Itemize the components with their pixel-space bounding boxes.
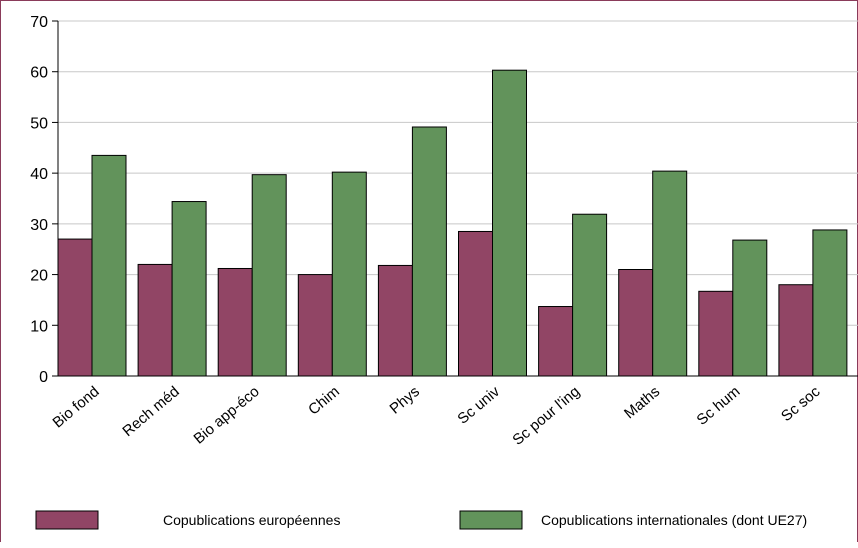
y-tick-label: 40 bbox=[30, 166, 48, 183]
x-category-label: Phys bbox=[386, 383, 422, 417]
bar-international bbox=[91, 154, 127, 377]
bar-european bbox=[377, 264, 413, 377]
bar-international bbox=[171, 201, 207, 377]
x-category-label: Sc pour l'ing bbox=[509, 383, 583, 449]
x-category-label: Rech méd bbox=[119, 383, 182, 440]
x-category-label: Bio app-éco bbox=[191, 383, 263, 447]
bar-european bbox=[217, 267, 253, 377]
bar-european bbox=[458, 230, 493, 377]
y-axis-ticks: 0 10 20 30 40 50 60 70 bbox=[30, 14, 58, 386]
bar-international bbox=[812, 229, 848, 377]
legend-label-international: Copublications internationales (dont UE2… bbox=[541, 512, 807, 528]
x-category-label: Sc soc bbox=[778, 383, 824, 425]
bar-european bbox=[698, 290, 734, 377]
y-tick-label: 70 bbox=[30, 14, 48, 31]
x-category-label: Bio fond bbox=[49, 383, 102, 431]
y-tick-label: 60 bbox=[30, 65, 48, 82]
y-tick-label: 50 bbox=[30, 115, 48, 132]
bar-international bbox=[331, 171, 367, 377]
x-category-label: Chim bbox=[305, 383, 343, 419]
legend-swatch-international bbox=[459, 510, 523, 530]
legend-label-european: Copublications européennes bbox=[163, 512, 340, 528]
legend: Copublications européennes Copublication… bbox=[35, 510, 807, 530]
bar-international bbox=[652, 170, 688, 377]
y-tick-label: 30 bbox=[30, 217, 48, 234]
bar-international bbox=[492, 69, 527, 377]
y-tick-label: 0 bbox=[39, 369, 48, 386]
bar-european bbox=[538, 306, 574, 377]
legend-swatch-european bbox=[35, 510, 99, 530]
x-category-label: Sc hum bbox=[693, 383, 743, 429]
x-axis-labels: Bio fond Rech méd Bio app-éco Chim Phys Sc un… bbox=[49, 383, 823, 449]
y-tick-label: 20 bbox=[30, 268, 48, 285]
bar-international bbox=[572, 213, 608, 377]
bar-european bbox=[137, 263, 173, 377]
bar-international bbox=[411, 126, 447, 377]
bar-european bbox=[297, 274, 333, 377]
bar-european bbox=[778, 284, 814, 377]
y-tick-label: 10 bbox=[30, 318, 48, 335]
bars bbox=[57, 69, 848, 377]
bar-european bbox=[618, 269, 654, 377]
bar-european bbox=[57, 238, 93, 377]
x-category-label: Maths bbox=[621, 383, 663, 422]
bar-international bbox=[732, 239, 768, 377]
bar-international bbox=[251, 174, 287, 377]
x-category-label: Sc univ bbox=[454, 383, 503, 428]
